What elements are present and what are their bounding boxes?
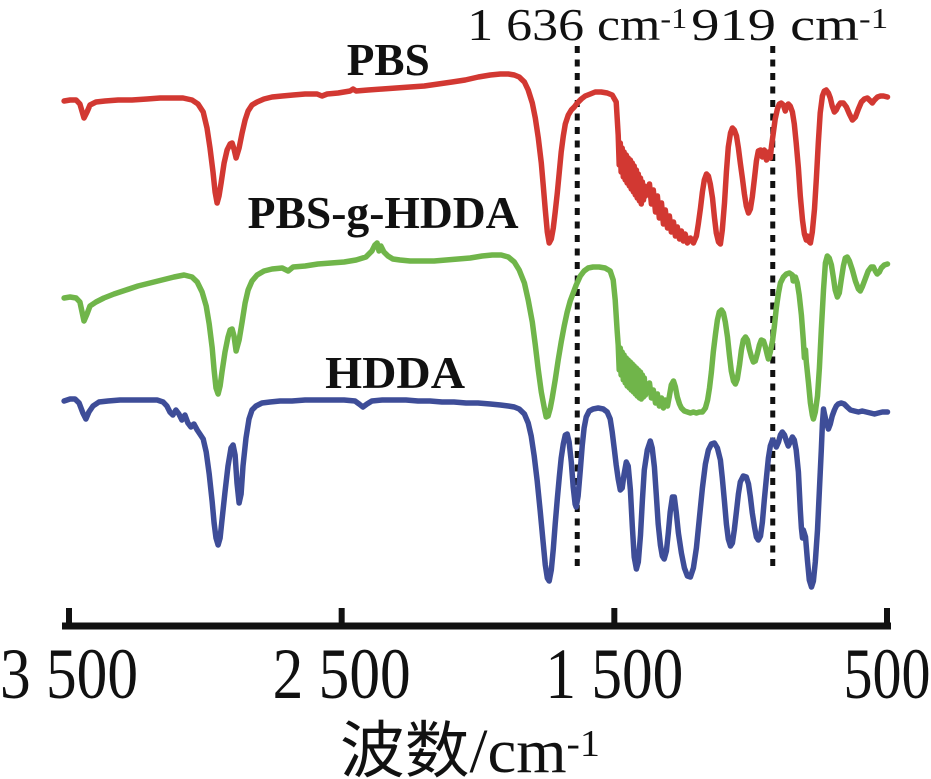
x-axis-tick-label: 1 500 xyxy=(545,634,683,714)
spectrum-line-pbs-g-hdda xyxy=(61,240,891,422)
peak-annotation-1636: 1 636 cm -1 xyxy=(467,0,687,50)
spectrum-line-hdda xyxy=(61,396,891,590)
x-axis-tick-label: 3 500 xyxy=(0,634,138,714)
series-label-pbs-g-hdda: PBS-g-HDDA xyxy=(248,187,519,238)
x-axis-layer xyxy=(62,608,891,630)
series-label-pbs: PBS xyxy=(347,34,430,85)
x-axis-title: 波数/cm -1 xyxy=(340,718,600,779)
spectrum-line-pbs xyxy=(61,71,891,247)
peak-annotation-919: 919 cm -1 xyxy=(691,0,888,50)
spectra-layer xyxy=(61,71,891,590)
x-axis-tick-label: 500 xyxy=(844,634,931,714)
series-label-hdda: HDDA xyxy=(325,347,465,398)
x-axis-tick-label: 2 500 xyxy=(273,634,411,714)
peak-marker-layer xyxy=(574,46,776,570)
